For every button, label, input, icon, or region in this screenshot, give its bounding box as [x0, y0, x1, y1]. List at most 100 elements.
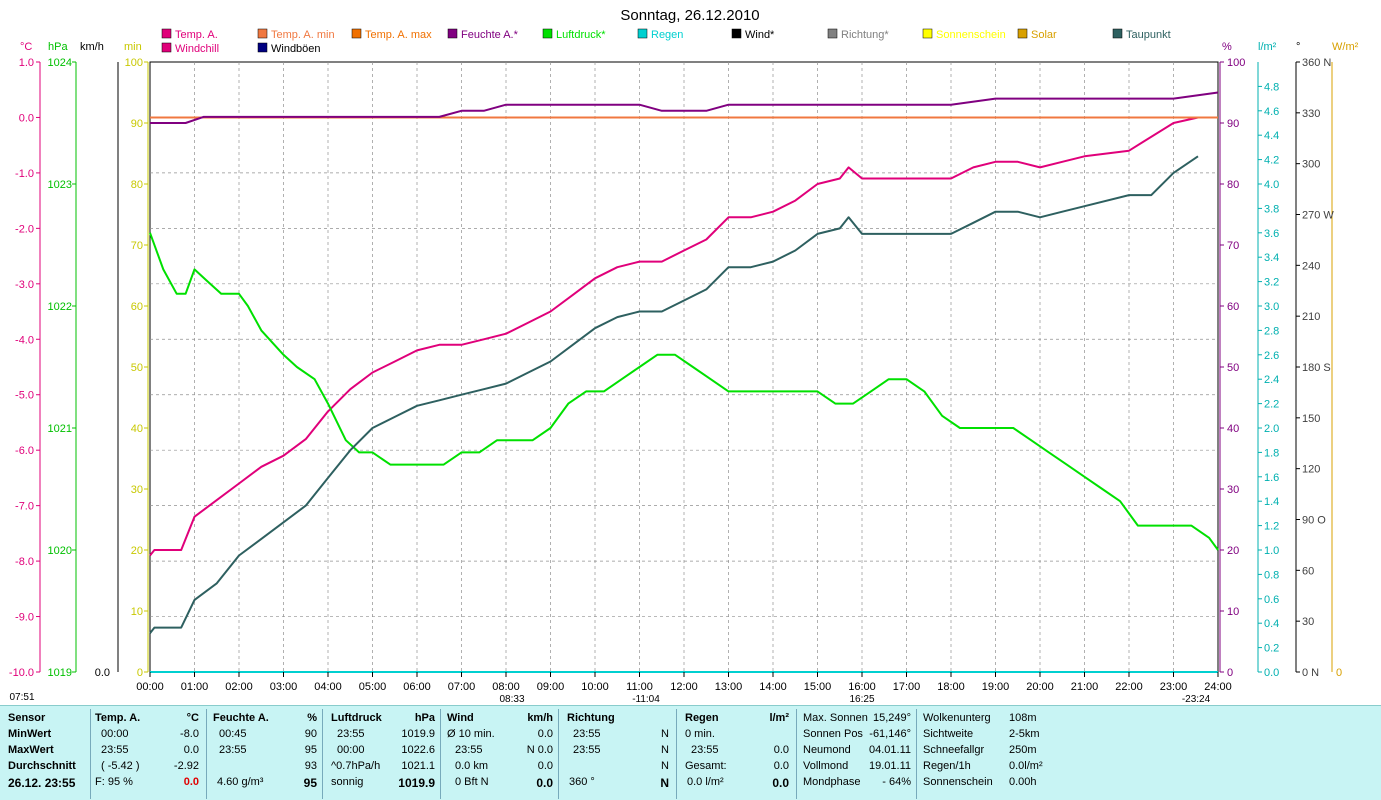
- cloud-label-3: Regen/1h: [923, 760, 971, 772]
- wind-avg-label: Ø 10 min.: [447, 728, 495, 740]
- pct-tick-label: 70: [1227, 240, 1239, 252]
- rain-tick-label: 4.8: [1264, 81, 1279, 93]
- wind-avg2: 0.0: [537, 760, 553, 772]
- wind-distance: 0.0 km: [455, 760, 489, 772]
- temp-tick-label: -3.0: [15, 279, 34, 291]
- legend-label: Sonnenschein: [936, 29, 1006, 41]
- dir-avg: N: [661, 760, 669, 772]
- rain-tick-label: 4.6: [1264, 106, 1279, 118]
- x-tick-label: 02:00: [225, 681, 253, 693]
- temp-avg-2: -2.92: [173, 760, 199, 772]
- x-tick-label: 15:00: [804, 681, 832, 693]
- series-line: [149, 232, 1219, 551]
- rain-tick-label: 4.4: [1264, 130, 1279, 142]
- pct-tick-label: 10: [1227, 606, 1239, 618]
- chart-title: Sonntag, 26.12.2010: [620, 7, 759, 24]
- hum-max-value: 95: [304, 744, 317, 756]
- cloud-value-0: 108m: [1009, 712, 1037, 724]
- pct-tick-label: 30: [1227, 484, 1239, 496]
- current-datetime: 26.12. 23:55: [8, 776, 76, 790]
- deg-tick-label: 30: [1302, 616, 1314, 628]
- temp-unit-label: °C: [20, 41, 32, 53]
- cloud-label-2: Schneefallgr: [923, 744, 985, 756]
- rain-tick-label: 2.2: [1264, 399, 1279, 411]
- series-line: [150, 91, 1219, 124]
- min-tick-label: 20: [131, 545, 143, 557]
- legend-swatch: [161, 28, 172, 39]
- hum-min-value: 90: [304, 728, 317, 740]
- deg-tick-label: 270 W: [1302, 210, 1334, 222]
- astro-label-3: Vollmond: [803, 760, 849, 772]
- cloud-column: Wolkenunterg 108m Sichtweite 2-5km Schne…: [916, 709, 1057, 799]
- astro-value-1: -61,146°: [869, 728, 911, 740]
- astro-value-2: 04.01.11: [868, 744, 911, 756]
- x-tick-label: 00:00: [136, 681, 164, 693]
- x-tick-label: 08:00: [492, 681, 520, 693]
- legend-swatch: [731, 28, 742, 39]
- x-tick-label: 16:00: [848, 681, 876, 693]
- hum-current: 95: [303, 776, 317, 790]
- x-tick-label: 20:00: [1026, 681, 1054, 693]
- rain-tick-label: 1.4: [1264, 496, 1279, 508]
- legend-label: Regen: [651, 29, 683, 41]
- min-tick-label: 100: [125, 57, 143, 69]
- temp-tick-label: 0.0: [19, 112, 34, 124]
- deg-tick-label: 180 S: [1302, 362, 1331, 374]
- sun-marker-label: 07:51: [9, 692, 34, 703]
- pct-tick-label: 50: [1227, 362, 1239, 374]
- rain-tick-label: 1.6: [1264, 472, 1279, 484]
- deg-tick-label: 90 O: [1302, 515, 1326, 527]
- cloud-label-4: Sonnenschein: [923, 776, 993, 788]
- legend-label: Feuchte A.*: [461, 29, 519, 41]
- temp-foot-label: F: 95 %: [95, 776, 133, 788]
- press-tick-label: 1021: [48, 423, 72, 435]
- rain-tick-label: 0.6: [1264, 594, 1279, 606]
- wind-avg-value: 0.0: [537, 728, 553, 740]
- astro-label-0: Max. Sonnen: [803, 712, 868, 724]
- temp-tick-label: 1.0: [19, 57, 34, 69]
- rain-unit: l/m²: [769, 712, 789, 724]
- hum-unit: %: [307, 712, 317, 724]
- dir-current: N: [660, 776, 669, 790]
- cloud-value-4: 0.00h: [1009, 776, 1037, 788]
- rain-tick-label: 2.4: [1264, 374, 1279, 386]
- min-tick-label: 30: [131, 484, 143, 496]
- legend-label: Temp. A.: [175, 29, 218, 41]
- legend-swatch: [257, 28, 268, 39]
- axis-units: °C hPa km/h min % l/m² ° W/m²: [20, 41, 1359, 53]
- dir-degrees: 360 °: [569, 776, 595, 788]
- astro-value-3: 19.01.11: [868, 760, 911, 772]
- deg-tick-label: 240: [1302, 260, 1320, 272]
- temp-current: 0.0: [183, 776, 199, 788]
- sun-marker-label: -11:04: [632, 694, 660, 705]
- pct-tick-label: 40: [1227, 423, 1239, 435]
- series-line: [149, 155, 1199, 634]
- min-tick-label: 70: [131, 240, 143, 252]
- x-axis: 00:00 01:00 02:00 03:00 04:00 05:00 06:00 07:00…: [9, 672, 1232, 705]
- legend-swatch: [257, 42, 268, 53]
- pct-tick-label: 80: [1227, 179, 1239, 191]
- stats-panel: Sensor MinWert MaxWert Durchschnitt 26.1…: [0, 705, 1381, 800]
- dir-column: Richtung 23:55 N 23:55 N N 360 ° N: [558, 709, 677, 799]
- deg-tick-label: 210: [1302, 311, 1320, 323]
- x-tick-label: 21:00: [1071, 681, 1099, 693]
- rain-tick-label: 2.6: [1264, 350, 1279, 362]
- x-tick-label: 10:00: [581, 681, 609, 693]
- temp-max-time: 23:55: [101, 744, 129, 756]
- legend-label: Windböen: [271, 43, 321, 55]
- x-tick-label: 07:00: [448, 681, 476, 693]
- wind-max-time: 23:55: [455, 744, 483, 756]
- legend-swatch: [827, 28, 838, 39]
- rain-tick-label: 4.0: [1264, 179, 1279, 191]
- dir-header: Richtung: [567, 712, 615, 724]
- cloud-value-1: 2-5km: [1009, 728, 1040, 740]
- rain-tick-label: 1.0: [1264, 545, 1279, 557]
- rain-tick-label: 3.6: [1264, 228, 1279, 240]
- deg-tick-label: 360 N: [1302, 57, 1331, 69]
- press-min-value: 1019.9: [401, 728, 435, 740]
- x-tick-label: 12:00: [670, 681, 698, 693]
- rain-tick-label: 2.0: [1264, 423, 1279, 435]
- rain-tick-label: 1.2: [1264, 521, 1279, 533]
- legend-swatch: [542, 28, 553, 39]
- sun-marker-label: 16:25: [849, 694, 874, 705]
